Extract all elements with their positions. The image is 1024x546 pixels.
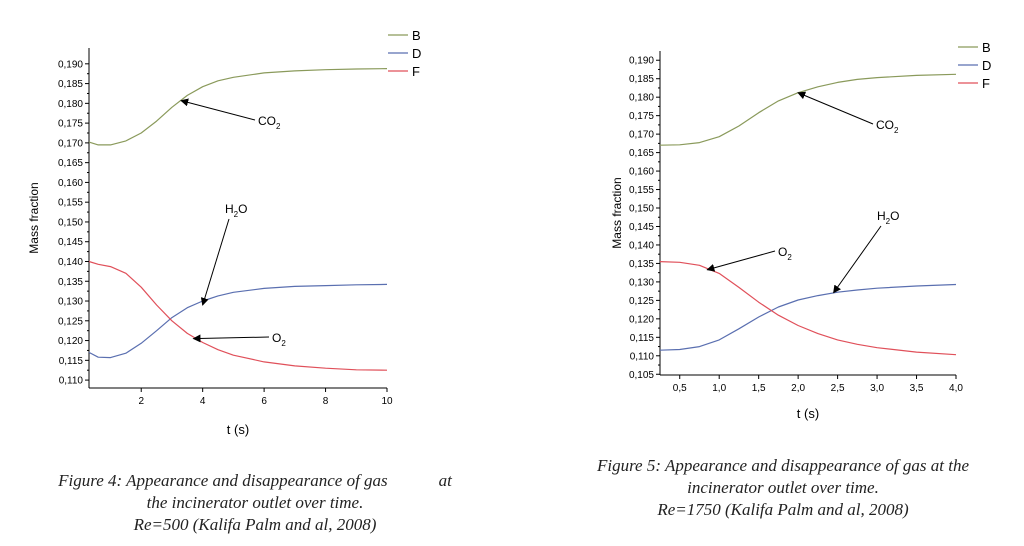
annotation-arrow	[192, 334, 270, 343]
y-tick-label: 0,110	[59, 376, 84, 387]
x-tick-label: 2,0	[791, 383, 805, 394]
annotation-label: CO2	[876, 118, 899, 135]
legend-label-D: D	[412, 46, 421, 61]
annotation-arrow	[706, 250, 776, 272]
x-axis-label: t (s)	[797, 406, 819, 421]
y-tick-label: 0,145	[629, 222, 654, 233]
x-tick-label: 3,0	[870, 383, 884, 394]
y-tick-label: 0,175	[58, 119, 83, 130]
annotation-label: H2O	[225, 202, 247, 219]
legend-label-B: B	[982, 40, 991, 55]
annotation-arrow	[797, 91, 874, 125]
y-tick-label: 0,165	[629, 148, 654, 159]
y-tick-label: 0,170	[629, 130, 654, 141]
legend-label-F: F	[412, 64, 420, 79]
x-axis-label: t (s)	[227, 422, 249, 437]
series-line-D	[88, 283, 388, 359]
x-tick-label: 4,0	[949, 383, 963, 394]
x-tick-label: 2	[138, 396, 144, 407]
annotation-arrow	[833, 225, 882, 294]
legend-label-D: D	[982, 58, 991, 73]
legend-label-B: B	[412, 28, 421, 43]
caption-line: the incinerator outlet over time.	[146, 493, 364, 512]
annotation-label: O2	[778, 245, 792, 262]
y-tick-label: 0,185	[58, 79, 83, 90]
x-tick-label: 2,5	[831, 383, 845, 394]
y-tick-label: 0,120	[629, 314, 654, 325]
y-tick-label: 0,115	[59, 356, 84, 367]
y-tick-label: 0,150	[629, 204, 654, 215]
y-tick-label: 0,130	[629, 277, 654, 288]
annotation-label: O2	[272, 331, 286, 348]
caption-line: incinerator outlet over time.	[687, 478, 879, 497]
legend-label-F: F	[982, 76, 990, 91]
y-tick-label: 0,155	[58, 198, 83, 209]
y-tick-label: 0,120	[58, 336, 83, 347]
y-tick-label: 0,140	[629, 240, 654, 251]
figure-4-caption: Figure 4: Appearance and disappearance o…	[10, 470, 500, 536]
x-tick-label: 3,5	[910, 383, 924, 394]
y-tick-label: 0,180	[58, 99, 83, 110]
annotation-label: CO2	[258, 114, 281, 131]
y-tick-label: 0,155	[629, 185, 654, 196]
y-tick-label: 0,190	[58, 59, 83, 70]
y-tick-label: 0,180	[629, 93, 654, 104]
annotation-label: H2O	[877, 209, 899, 226]
x-tick-label: 10	[381, 396, 393, 407]
series-line-B	[659, 73, 957, 146]
annotation-arrow	[180, 98, 256, 121]
x-tick-label: 1,5	[752, 383, 766, 394]
x-tick-label: 8	[323, 396, 329, 407]
y-tick-label: 0,160	[629, 167, 654, 178]
series-line-D	[659, 283, 957, 351]
y-tick-label: 0,115	[630, 333, 655, 344]
y-tick-label: 0,105	[629, 370, 654, 381]
y-tick-label: 0,135	[629, 259, 654, 270]
series-line-B	[88, 68, 388, 146]
y-tick-label: 0,160	[58, 178, 83, 189]
y-tick-label: 0,110	[630, 351, 655, 362]
y-tick-label: 0,135	[58, 277, 83, 288]
series-line-F	[659, 261, 957, 356]
y-axis-label: Mass fraction	[27, 182, 41, 253]
annotation-arrow	[200, 218, 230, 306]
x-tick-label: 6	[261, 396, 267, 407]
y-tick-label: 0,125	[629, 296, 654, 307]
caption-line: Figure 4: Appearance and disappearance o…	[58, 471, 452, 490]
y-tick-label: 0,150	[58, 217, 83, 228]
y-axis-label: Mass fraction	[610, 177, 624, 248]
y-tick-label: 0,190	[629, 56, 654, 67]
y-tick-label: 0,165	[58, 158, 83, 169]
y-tick-label: 0,140	[58, 257, 83, 268]
series-line-F	[88, 260, 388, 371]
x-tick-label: 0,5	[673, 383, 687, 394]
y-tick-label: 0,125	[58, 316, 83, 327]
y-tick-label: 0,185	[629, 74, 654, 85]
caption-line: Figure 5: Appearance and disappearance o…	[596, 456, 970, 475]
y-tick-label: 0,175	[629, 111, 654, 122]
y-tick-label: 0,170	[58, 138, 83, 149]
caption-line: Re=500 (Kalifa Palm and al, 2008)	[133, 515, 377, 534]
y-tick-label: 0,130	[58, 297, 83, 308]
y-tick-label: 0,145	[58, 237, 83, 248]
chart-5: 0,105 0,110 0,115 0,120 0,125 0,130 0,135 0,140…	[610, 40, 991, 421]
caption-line: Re=1750 (Kalifa Palm and al, 2008)	[657, 500, 909, 519]
x-tick-label: 1,0	[712, 383, 726, 394]
chart-4: 0,110 0,115 0,120 0,125 0,130 0,135 0,140 0,145…	[27, 28, 421, 437]
figure-5-caption: Figure 5: Appearance and disappearance o…	[548, 455, 1018, 521]
x-tick-label: 4	[200, 396, 206, 407]
